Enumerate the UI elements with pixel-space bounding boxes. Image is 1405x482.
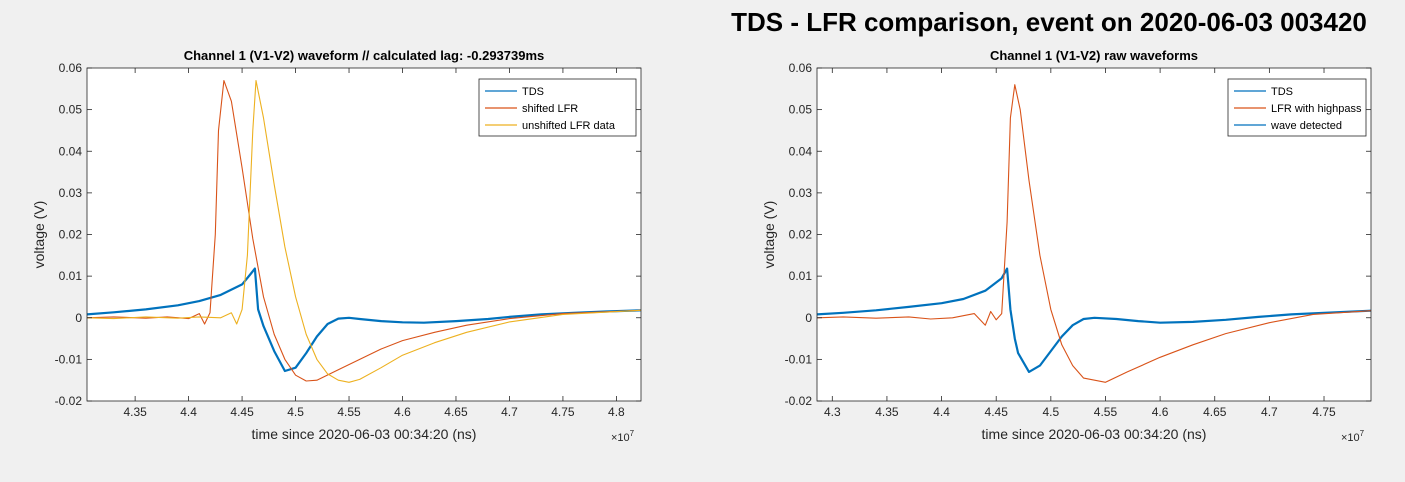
y-tick-label: 0.04 (59, 144, 83, 158)
series-line-unshifted-lfr-data (87, 79, 641, 383)
legend-label: shifted LFR (522, 103, 578, 115)
plot-lag-comparison[interactable]: 4.35 4.4 4.45 4.5 4.55 4.6 4.65 4.7 4.75 4.8 -0.02… (0, 0, 700, 482)
x-tick-label: 4.35 (875, 405, 899, 419)
legend-label: wave detected (1270, 120, 1342, 132)
y-tick-label: 0.04 (789, 144, 813, 158)
x-tick-label: 4.7 (1261, 405, 1278, 419)
y-tick-label: -0.01 (785, 352, 813, 366)
y-tick-label: 0.03 (59, 186, 83, 200)
y-axis-label: voltage (V) (31, 201, 47, 269)
y-tick-label: 0.05 (789, 103, 813, 117)
x-exponent-label: ×107 (1341, 429, 1365, 444)
x-tick-label: 4.55 (337, 405, 361, 419)
legend-label: TDS (522, 86, 544, 98)
y-tick-label: 0.01 (59, 269, 83, 283)
y-tick-label: 0.01 (789, 269, 813, 283)
y-tick-label: 0.03 (789, 186, 813, 200)
x-tick-label: 4.5 (1042, 405, 1059, 419)
x-tick-label: 4.4 (180, 405, 197, 419)
x-tick-label: 4.75 (1312, 405, 1336, 419)
x-tick-label: 4.45 (985, 405, 1009, 419)
x-tick-label: 4.5 (287, 405, 304, 419)
series-line-shifted-lfr (87, 79, 641, 382)
y-tick-label: -0.02 (785, 394, 813, 408)
x-axis-label: time since 2020-06-03 00:34:20 (ns) (252, 426, 477, 442)
legend-label: unshifted LFR data (522, 120, 616, 132)
x-tick-label: 4.4 (933, 405, 950, 419)
x-tick-label: 4.65 (444, 405, 468, 419)
legend-label: LFR with highpass (1271, 103, 1362, 115)
legend-box (1227, 78, 1367, 137)
y-axis-label: voltage (V) (761, 201, 777, 269)
x-tick-label: 4.6 (394, 405, 411, 419)
y-tick-label: 0.05 (59, 103, 83, 117)
y-tick-label: 0 (75, 311, 82, 325)
series-line-tds (817, 267, 1371, 373)
legend-label: TDS (1271, 86, 1293, 98)
y-tick-label: 0.06 (789, 61, 813, 75)
y-tick-label: -0.02 (55, 394, 83, 408)
x-axis-label: time since 2020-06-03 00:34:20 (ns) (982, 426, 1207, 442)
x-tick-label: 4.35 (123, 405, 147, 419)
axes-title: Channel 1 (V1-V2) raw waveforms (990, 48, 1198, 63)
axes-title: Channel 1 (V1-V2) waveform // calculated… (184, 48, 545, 63)
y-tick-label: 0 (805, 311, 812, 325)
x-tick-label: 4.75 (551, 405, 575, 419)
series-line-lfr-with-highpass (817, 84, 1371, 383)
x-tick-label: 4.6 (1152, 405, 1169, 419)
series-line-tds (87, 267, 641, 373)
y-tick-label: 0.02 (789, 228, 813, 242)
x-tick-label: 4.8 (608, 405, 625, 419)
x-tick-label: 4.55 (1094, 405, 1118, 419)
x-tick-label: 4.7 (501, 405, 518, 419)
y-tick-label: 0.06 (59, 61, 83, 75)
y-tick-label: 0.02 (59, 228, 83, 242)
x-tick-label: 4.65 (1203, 405, 1227, 419)
x-tick-label: 4.3 (824, 405, 841, 419)
figure-suptitle: TDS - LFR comparison, event on 2020-06-0… (731, 7, 1367, 37)
x-tick-label: 4.45 (230, 405, 254, 419)
x-exponent-label: ×107 (611, 429, 635, 444)
y-tick-label: -0.01 (55, 352, 83, 366)
